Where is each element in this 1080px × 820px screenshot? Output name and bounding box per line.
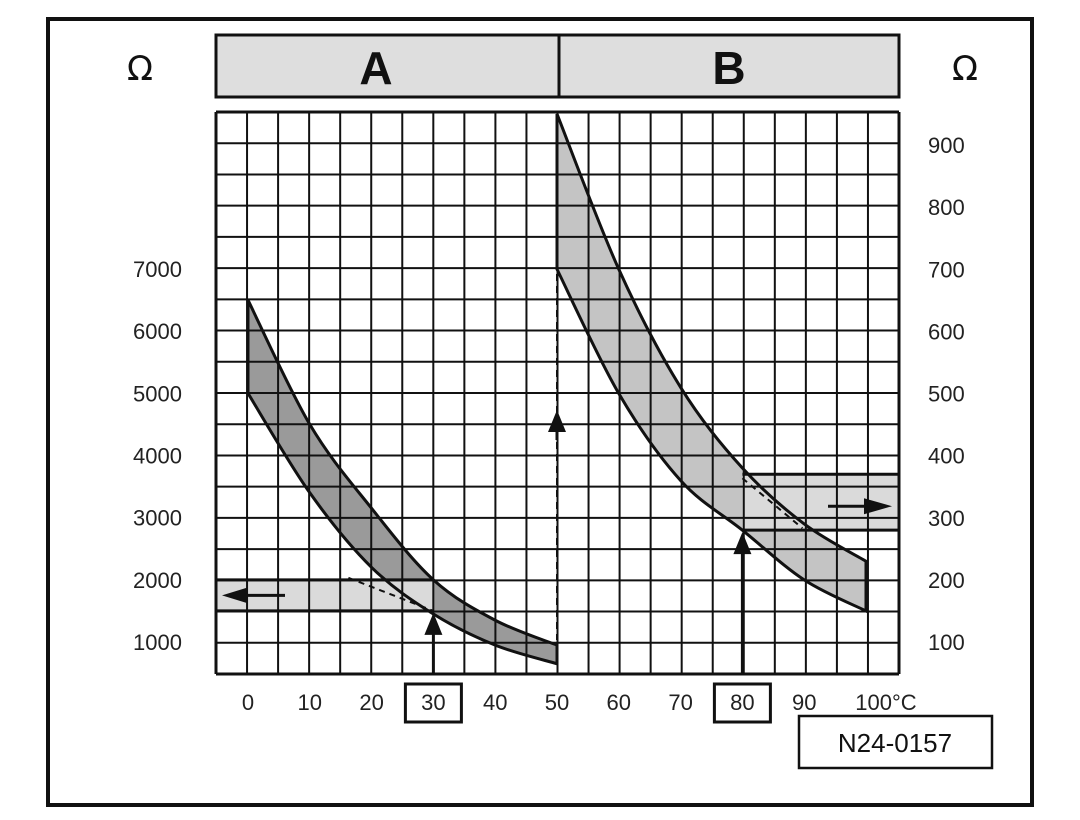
y-tick-left: 7000 — [133, 257, 182, 282]
arrows — [222, 410, 892, 674]
x-tick: 80 — [730, 690, 754, 715]
y-tick-right: 900 — [928, 133, 965, 158]
y-tick-left: 1000 — [133, 630, 182, 655]
marked-temp-box-b — [712, 682, 772, 724]
y-tick-right: 200 — [928, 568, 965, 593]
arrow-up-divider-head — [548, 410, 566, 432]
band-b-outline — [555, 113, 868, 614]
x-tick: 10 — [298, 690, 322, 715]
left-unit-label: Ω — [127, 49, 153, 89]
readout-band-edges — [216, 472, 899, 613]
y-tick-right: 600 — [928, 319, 965, 344]
x-tick: 60 — [607, 690, 631, 715]
dashed-projection-a — [348, 576, 434, 612]
band-a-outline — [246, 299, 559, 666]
x-tick: 0 — [242, 690, 254, 715]
x-tick: 20 — [359, 690, 383, 715]
y-tick-left: 3000 — [133, 506, 182, 531]
arrow-right-head — [864, 498, 892, 515]
x-tick: 40 — [483, 690, 507, 715]
x-tick: 90 — [792, 690, 816, 715]
figure-code-box — [797, 714, 994, 770]
tick-labels: 1000200030004000500060007000100200300400… — [133, 133, 965, 715]
header-cell-b — [557, 33, 901, 99]
marked-temp-box-a — [403, 682, 463, 724]
header-a-label: A — [359, 42, 392, 94]
figure-code: N24-0157 — [838, 728, 952, 758]
y-tick-left: 6000 — [133, 319, 182, 344]
right-unit-label: Ω — [952, 49, 978, 89]
arrow-up-a-head — [424, 612, 443, 635]
arrow-up-b-head — [733, 532, 752, 555]
header-cell-a — [214, 33, 561, 99]
y-tick-right: 800 — [928, 195, 965, 220]
header-b-label: B — [712, 42, 745, 94]
y-tick-right: 100 — [928, 630, 965, 655]
x-tick: 50 — [545, 690, 569, 715]
y-tick-right: 500 — [928, 382, 965, 407]
x-tick: 70 — [668, 690, 692, 715]
y-tick-right: 700 — [928, 257, 965, 282]
outer-frame — [46, 17, 1034, 807]
y-tick-left: 4000 — [133, 444, 182, 469]
y-tick-right: 300 — [928, 506, 965, 531]
x-tick: 30 — [421, 690, 445, 715]
y-tick-left: 2000 — [133, 568, 182, 593]
y-tick-right: 400 — [928, 444, 965, 469]
dashed-projection-b — [741, 477, 804, 529]
x-tick-last: 100°C — [855, 690, 917, 715]
arrow-left-head — [222, 587, 248, 604]
y-tick-left: 5000 — [133, 381, 182, 406]
